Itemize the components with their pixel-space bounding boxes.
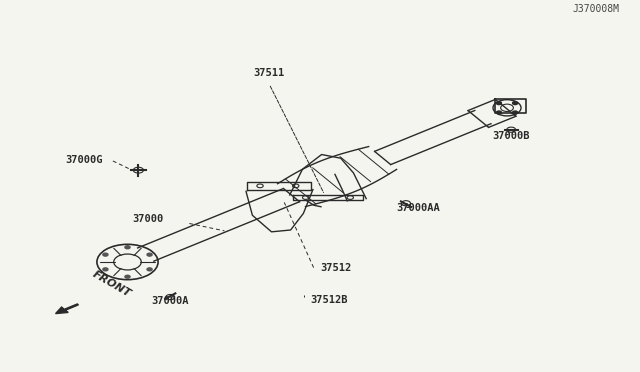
Circle shape (103, 268, 108, 271)
Text: 37512B: 37512B (310, 295, 348, 305)
Circle shape (497, 111, 502, 114)
Circle shape (147, 253, 152, 256)
Text: 37000AA: 37000AA (396, 203, 440, 213)
Circle shape (513, 111, 518, 114)
Text: FRONT: FRONT (91, 269, 132, 299)
Text: 37000: 37000 (132, 214, 163, 224)
Text: 37000A: 37000A (151, 296, 189, 307)
Text: 37000G: 37000G (65, 155, 102, 165)
Text: 37000B: 37000B (492, 131, 529, 141)
Circle shape (497, 102, 502, 105)
Circle shape (125, 275, 130, 278)
Circle shape (103, 253, 108, 256)
Circle shape (513, 102, 518, 105)
Circle shape (147, 268, 152, 271)
FancyArrow shape (56, 304, 79, 314)
Circle shape (125, 246, 130, 249)
Text: J370008M: J370008M (573, 4, 620, 14)
Text: 37512: 37512 (320, 263, 351, 273)
Text: 37511: 37511 (253, 68, 285, 78)
